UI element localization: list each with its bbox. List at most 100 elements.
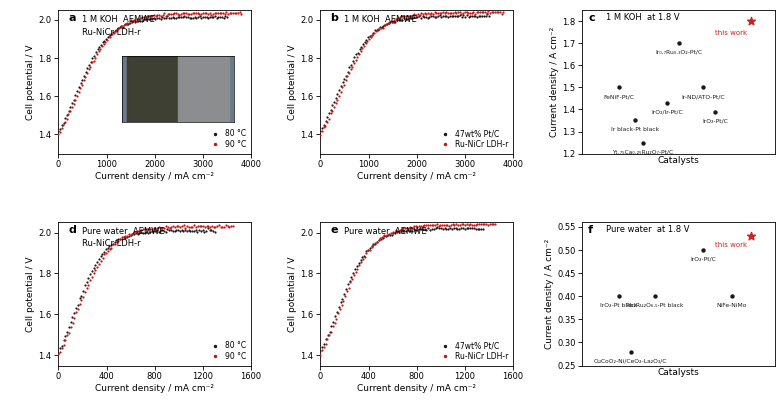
Point (323, 110, 335, 116)
Point (388, 17, 400, 23)
Point (158, 10, 171, 17)
Point (466, 12, 478, 19)
Point (319, 118, 332, 124)
Point (139, 229, 151, 236)
Point (464, 225, 477, 231)
Point (54, 349, 66, 356)
Point (78, 73, 90, 80)
Point (409, 227, 421, 233)
Point (346, 276, 358, 282)
Point (414, 223, 427, 229)
Point (101, 244, 114, 251)
Point (438, 221, 450, 228)
Point (117, 23, 129, 30)
Point (406, 224, 418, 231)
Point (175, 227, 188, 233)
Point (217, 14, 230, 21)
Point (369, 240, 382, 247)
Point (431, 221, 443, 228)
Point (235, 10, 248, 17)
Point (68, 315, 80, 322)
Point (314, 352, 326, 358)
Point (399, 225, 411, 231)
Point (464, 9, 476, 16)
Point (197, 223, 210, 230)
Point (52, 351, 65, 358)
Point (124, 20, 136, 26)
Point (374, 235, 386, 242)
Point (354, 45, 366, 52)
Text: IrO₂-Pt/C: IrO₂-Pt/C (702, 118, 728, 123)
Point (349, 266, 361, 273)
Point (408, 14, 421, 21)
Point (228, 10, 241, 17)
Point (336, 301, 348, 308)
Point (365, 244, 378, 250)
Point (401, 13, 414, 19)
Point (212, 14, 224, 20)
Point (340, 286, 352, 293)
Point (345, 273, 358, 280)
Point (198, 228, 210, 235)
Point (132, 228, 144, 234)
Point (351, 263, 363, 269)
Point (428, 13, 441, 20)
Point (471, 221, 484, 228)
Point (87, 265, 100, 272)
Point (407, 12, 419, 18)
Point (214, 14, 227, 20)
X-axis label: Catalysts: Catalysts (658, 157, 700, 165)
Point (61, 332, 73, 338)
Point (203, 227, 216, 234)
Point (166, 13, 178, 20)
Point (98, 38, 111, 44)
Point (125, 232, 137, 239)
Point (157, 12, 169, 19)
Point (93, 255, 105, 262)
Point (435, 10, 448, 17)
Point (328, 99, 340, 105)
Point (64, 103, 76, 110)
Point (183, 14, 196, 21)
Point (338, 81, 351, 88)
Point (65, 323, 77, 330)
Point (425, 221, 438, 228)
Point (196, 227, 209, 233)
Point (114, 24, 126, 31)
Point (87, 58, 100, 64)
Point (356, 254, 368, 261)
Point (351, 50, 364, 56)
Point (393, 228, 405, 235)
Point (350, 268, 362, 275)
Point (432, 10, 444, 17)
Point (462, 9, 474, 16)
Point (475, 9, 488, 15)
Point (180, 13, 192, 20)
Point (357, 41, 369, 47)
Point (398, 13, 411, 19)
Point (172, 223, 185, 229)
Point (94, 257, 107, 264)
Point (158, 224, 171, 231)
Point (322, 331, 334, 338)
Point (187, 15, 199, 21)
Point (384, 19, 397, 25)
Point (59, 332, 72, 339)
Point (326, 323, 339, 330)
Point (80, 285, 93, 292)
Point (232, 10, 245, 17)
Point (491, 9, 503, 16)
Point (402, 227, 414, 234)
Text: this work: this work (715, 30, 747, 36)
Point (185, 10, 197, 17)
Point (388, 228, 400, 235)
Point (324, 110, 337, 116)
Point (442, 14, 454, 20)
Point (446, 221, 459, 228)
Point (338, 76, 351, 82)
Point (358, 43, 370, 50)
Point (372, 237, 385, 243)
Point (350, 51, 362, 57)
Point (170, 10, 182, 17)
Point (478, 12, 490, 19)
